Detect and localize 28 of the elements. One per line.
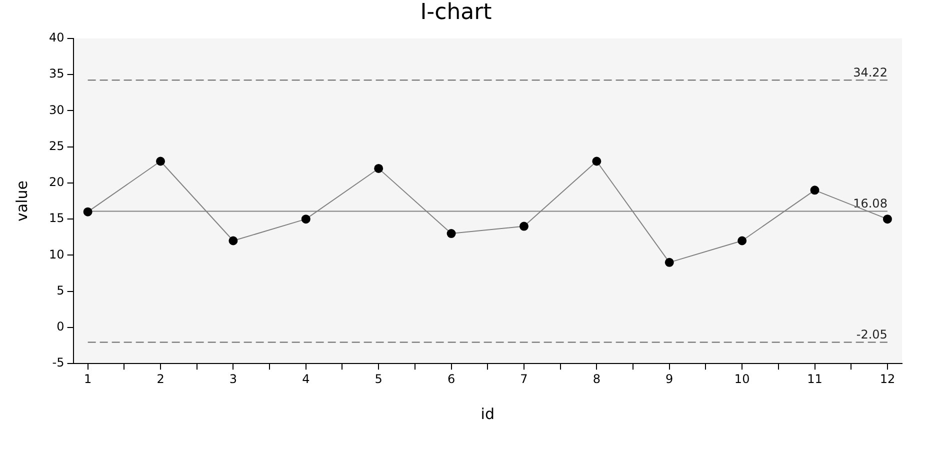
y-tick-label: 30: [48, 102, 64, 117]
y-tick-label: 25: [48, 138, 64, 153]
ref-line-label: 34.22: [853, 65, 888, 80]
y-axis-title: value: [12, 180, 31, 222]
y-tick-label: 35: [48, 66, 64, 81]
x-tick-label: 9: [666, 372, 674, 386]
y-tick-label: 10: [48, 247, 64, 262]
x-tick-label: 4: [302, 372, 310, 386]
x-tick-label: 2: [156, 372, 164, 386]
x-tick-label: 6: [447, 372, 456, 386]
x-tick-label: 1: [84, 372, 92, 386]
x-tick-label: 5: [374, 372, 382, 386]
y-tick-label: 40: [48, 30, 64, 45]
y-tick-label: 0: [56, 320, 64, 334]
y-tick-label: 20: [48, 175, 64, 190]
x-tick-label: 12: [880, 372, 896, 386]
x-tick-label: 8: [592, 372, 600, 386]
chart-title: I-chart: [420, 0, 492, 25]
x-axis-title: id: [480, 404, 494, 423]
y-tick-label: 15: [48, 211, 64, 226]
x-tick-label: 10: [734, 372, 750, 386]
x-tick-label: 3: [229, 372, 238, 386]
x-tick-label: 11: [807, 372, 822, 386]
x-tick-label: 7: [520, 372, 528, 386]
ref-line-label: 16.08: [853, 196, 888, 210]
y-tick-label: -5: [52, 356, 64, 370]
ref-line-label: -2.05: [856, 327, 888, 342]
y-tick-label: 5: [56, 283, 64, 298]
